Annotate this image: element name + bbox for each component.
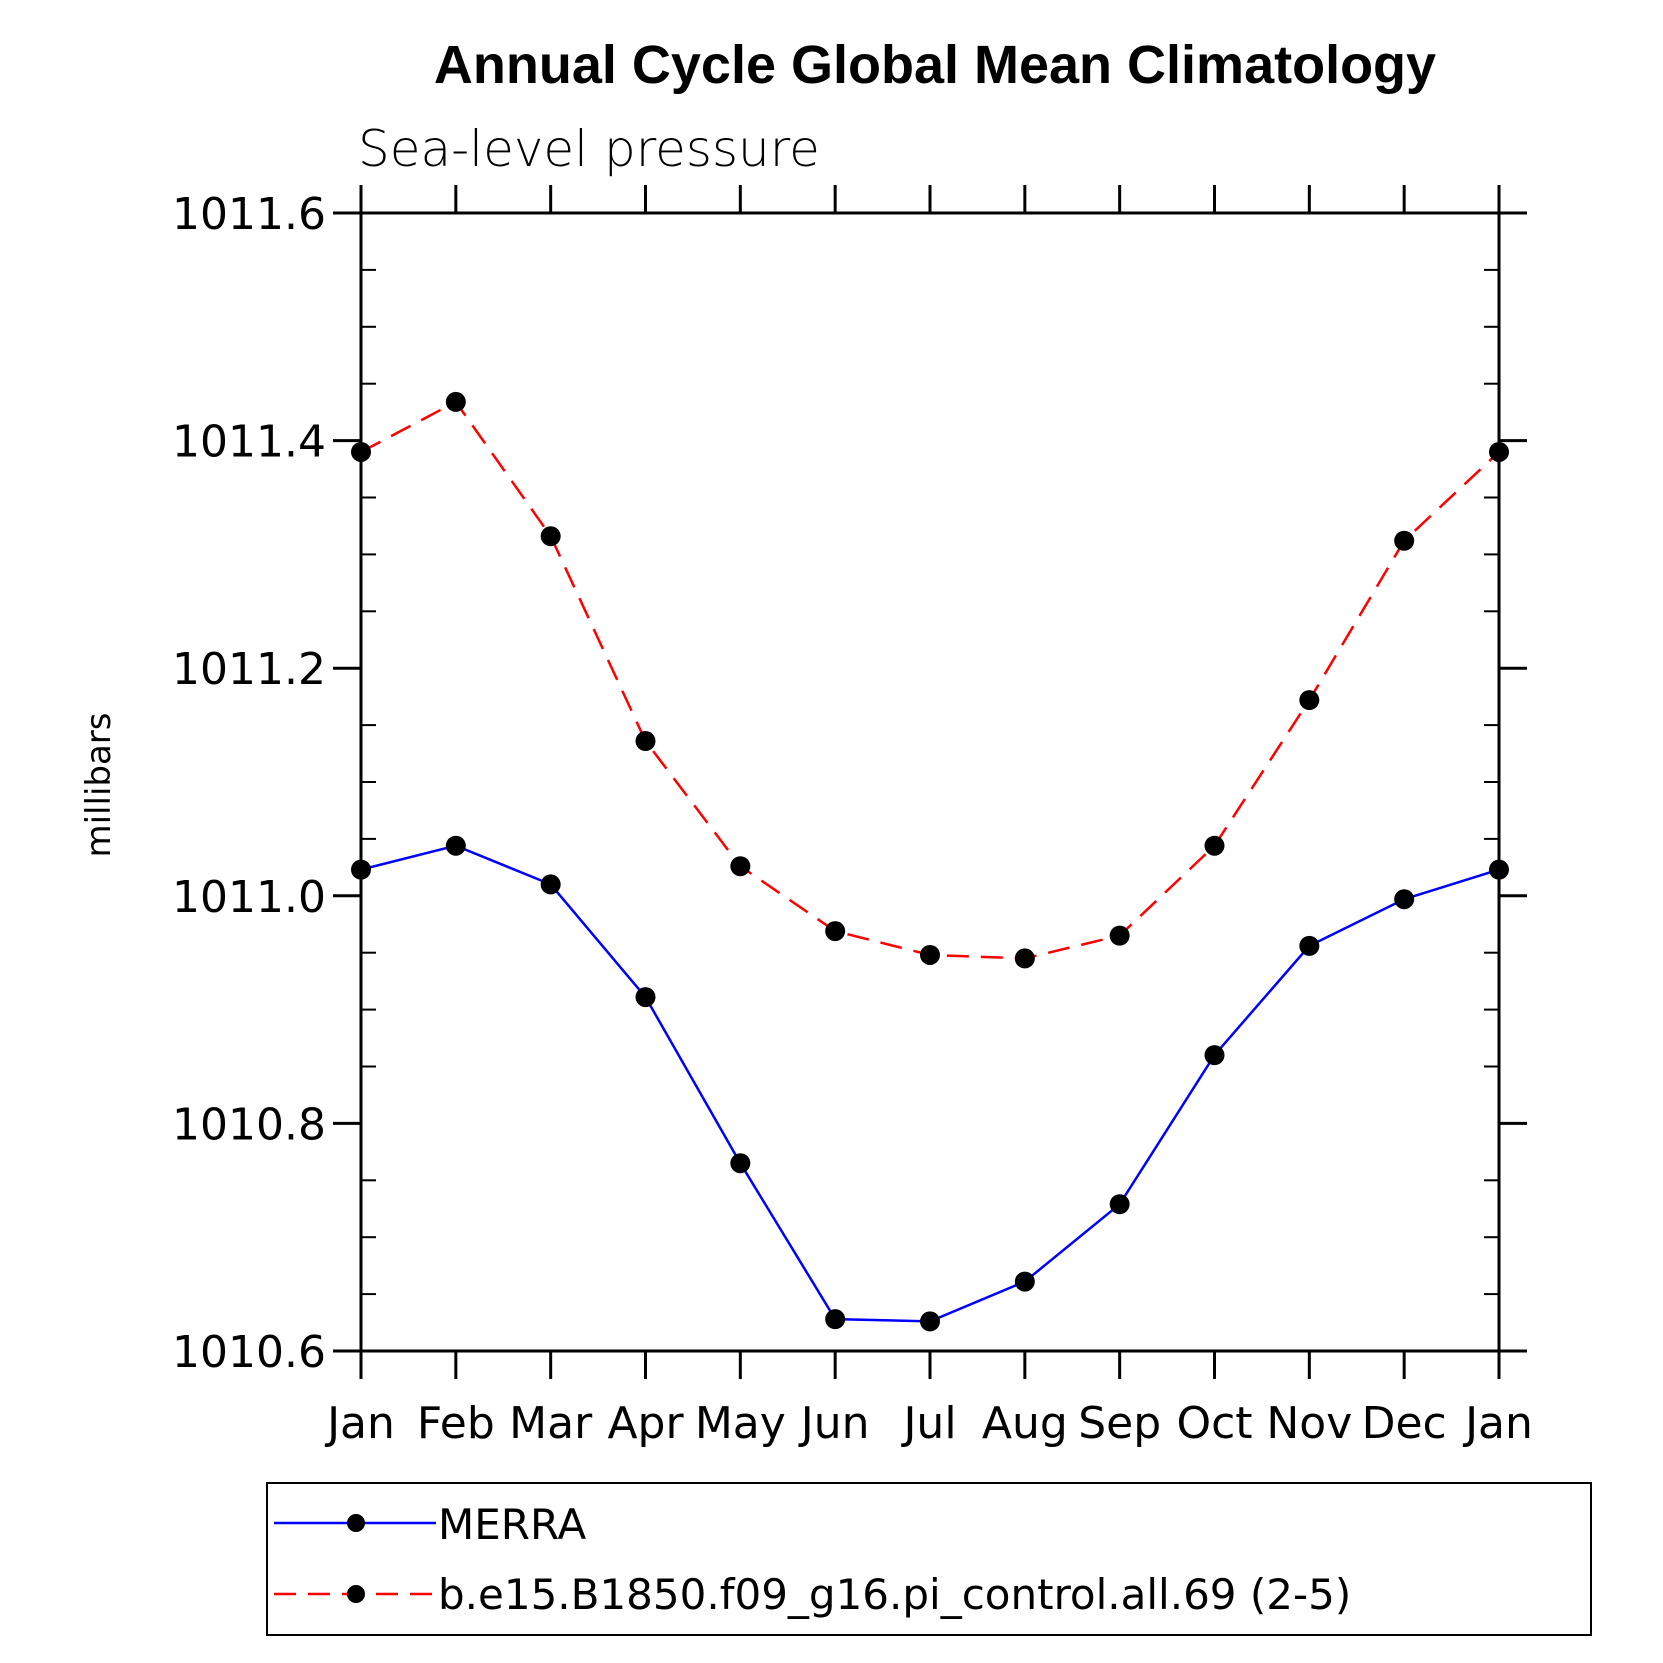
y-tick-label: 1011.4 <box>172 417 326 468</box>
x-tick-label: Jan <box>324 1398 395 1449</box>
x-tick-label: Nov <box>1266 1398 1352 1449</box>
x-tick-label: Oct <box>1176 1398 1252 1449</box>
data-point <box>1014 948 1035 969</box>
data-point <box>1204 1045 1225 1066</box>
axis-ticks <box>333 185 1527 1379</box>
x-tick-label: Apr <box>607 1398 684 1449</box>
data-point <box>1014 1271 1035 1292</box>
plot-frame <box>359 211 1501 1353</box>
data-point <box>730 1153 751 1174</box>
y-tick-label: 1011.2 <box>172 644 326 695</box>
series-layer <box>351 391 1509 1332</box>
chart-subtitle: Sea-level pressure <box>358 120 820 178</box>
data-point <box>825 921 846 942</box>
legend-marker-model <box>347 1585 365 1603</box>
x-tick-labels: Jan Feb Mar Apr May Jun Jul Aug Sep Oct Nov Dec Jan <box>324 1398 1533 1449</box>
data-point <box>1299 690 1320 711</box>
x-tick-label: Aug <box>982 1398 1068 1449</box>
x-tick-label: Mar <box>509 1398 593 1449</box>
series-line-0 <box>360 844 1500 1323</box>
legend-label-model: b.e15.B1850.f09_g16.pi_control.all.69 (2… <box>438 1570 1351 1619</box>
legend-marker-merra <box>347 1514 365 1532</box>
y-tick-labels: 1010.6 1010.8 1011.0 1011.2 1011.4 1011.6 <box>172 189 326 1378</box>
legend-box <box>266 1482 1592 1636</box>
data-point <box>635 987 656 1008</box>
x-tick-label: May <box>695 1398 786 1449</box>
x-tick-label: Sep <box>1078 1398 1161 1449</box>
x-tick-label: Feb <box>417 1398 495 1449</box>
data-point <box>730 856 751 877</box>
x-tick-label: Jan <box>1462 1398 1533 1449</box>
x-tick-label: Jun <box>798 1398 870 1449</box>
data-point <box>1299 935 1320 956</box>
data-point <box>1109 1194 1130 1215</box>
data-point <box>1109 925 1130 946</box>
y-tick-label: 1010.8 <box>172 1099 326 1150</box>
data-point <box>920 1311 940 1332</box>
x-tick-label: Dec <box>1362 1398 1447 1449</box>
y-tick-label: 1010.6 <box>172 1327 326 1378</box>
chart-title: Annual Cycle Global Mean Climatology <box>434 35 1436 95</box>
data-point <box>825 1309 846 1330</box>
series-line-1 <box>360 400 1500 960</box>
data-point <box>1394 530 1415 551</box>
y-axis-label: millibars <box>79 712 119 857</box>
legend-label-merra: MERRA <box>438 1500 586 1549</box>
data-point <box>445 835 466 856</box>
data-point <box>540 526 561 547</box>
y-tick-label: 1011.0 <box>172 872 326 923</box>
data-point <box>445 391 466 412</box>
data-point <box>920 944 940 965</box>
data-point <box>1204 835 1225 856</box>
data-point <box>1394 889 1415 910</box>
y-tick-label: 1011.6 <box>172 189 326 240</box>
legend: MERRA b.e15.B1850.f09_g16.pi_control.all… <box>266 1482 1592 1636</box>
data-point <box>635 731 656 752</box>
data-point <box>540 874 561 895</box>
x-tick-label: Jul <box>900 1398 956 1449</box>
